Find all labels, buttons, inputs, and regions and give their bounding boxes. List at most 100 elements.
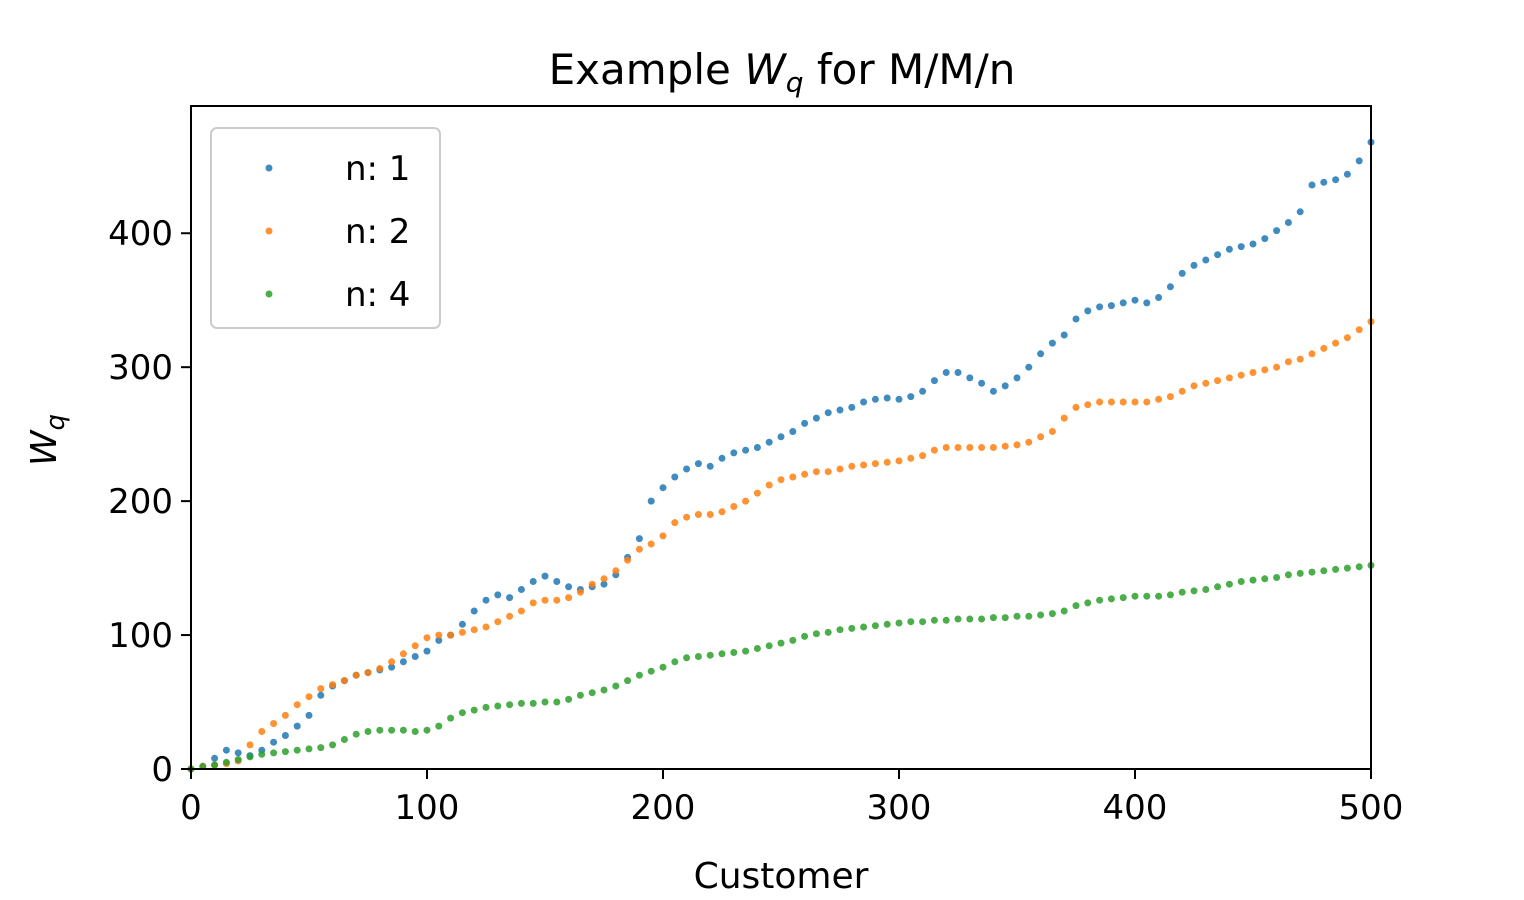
data-point (1072, 315, 1080, 323)
data-point (848, 403, 856, 411)
y-tick-label: 100 (108, 616, 173, 656)
data-point (1332, 176, 1340, 184)
data-point (836, 626, 844, 634)
data-point (801, 470, 809, 478)
ticks-layer: 0 100 200 300 400 500 0 100 200 300 400 (108, 214, 1403, 828)
data-point (1084, 307, 1092, 315)
data-point (458, 628, 466, 636)
data-point (942, 444, 950, 451)
data-point (1284, 358, 1292, 366)
data-point (612, 567, 620, 575)
data-point (234, 749, 242, 757)
data-point (989, 614, 997, 622)
data-point (376, 665, 384, 672)
data-point (1096, 303, 1104, 311)
data-point (624, 677, 632, 685)
data-point (388, 726, 396, 734)
data-point (399, 726, 407, 734)
data-point (541, 698, 549, 706)
data-point (553, 578, 561, 585)
data-point (494, 591, 502, 599)
data-point (1320, 344, 1328, 352)
data-point (222, 746, 230, 754)
data-point (801, 632, 809, 640)
data-point (1131, 296, 1139, 304)
data-point (647, 540, 655, 548)
data-point (989, 387, 997, 395)
data-point (458, 620, 466, 628)
data-point (919, 452, 927, 460)
legend-item-3: n: 4 (265, 275, 410, 315)
data-point (860, 398, 868, 406)
data-point (694, 460, 702, 468)
data-point (1001, 442, 1009, 450)
y-tick-label: 200 (108, 482, 173, 522)
data-point (1178, 588, 1186, 596)
data-point (1296, 208, 1304, 216)
data-point (305, 693, 313, 701)
x-tick-label: 0 (180, 788, 202, 828)
data-point (211, 754, 219, 762)
data-point (883, 458, 891, 466)
data-point (1060, 607, 1068, 615)
data-point (1155, 592, 1163, 600)
data-point (659, 663, 667, 671)
data-point (742, 647, 750, 655)
y-tick-label: 0 (151, 750, 173, 790)
data-point (683, 654, 691, 662)
data-point (1273, 227, 1281, 235)
data-point (1261, 366, 1269, 374)
data-point (1273, 363, 1281, 371)
data-point (1355, 326, 1363, 334)
x-tick-label: 500 (1339, 788, 1404, 828)
data-point (1072, 602, 1080, 610)
data-point (293, 701, 301, 709)
data-point (234, 756, 242, 764)
chart-title-suffix: for M/M/n (804, 45, 1016, 94)
data-point (883, 620, 891, 628)
x-axis-label: Customer (694, 856, 869, 897)
data-point (470, 706, 478, 714)
data-point (942, 616, 950, 624)
y-tick-label: 300 (108, 348, 173, 388)
data-point (883, 394, 891, 402)
data-point (730, 649, 738, 656)
data-point (954, 444, 962, 451)
data-point (482, 623, 490, 631)
data-point (706, 651, 714, 659)
data-point (871, 622, 879, 630)
data-point (1296, 569, 1304, 577)
data-point (517, 586, 525, 593)
data-point (824, 409, 832, 417)
data-point (1084, 599, 1092, 607)
data-point (895, 619, 903, 627)
legend-item-1: n: 1 (265, 149, 410, 189)
data-point (624, 556, 632, 564)
data-point (647, 667, 655, 675)
data-point (541, 572, 549, 580)
data-point (1107, 595, 1115, 603)
data-point (1320, 178, 1328, 186)
data-point (600, 686, 608, 694)
data-point (588, 580, 596, 588)
data-point (1013, 441, 1021, 449)
data-point (1155, 294, 1163, 301)
data-point (718, 650, 726, 658)
data-point (447, 714, 455, 722)
data-point (848, 462, 856, 470)
data-point (1131, 592, 1139, 600)
data-point (1166, 283, 1174, 291)
data-point (458, 709, 466, 717)
data-point (742, 446, 750, 454)
data-point (1143, 398, 1151, 406)
data-point (848, 624, 856, 632)
data-point (1320, 567, 1328, 575)
data-point (659, 484, 667, 492)
data-point (1060, 331, 1068, 339)
data-point (1143, 299, 1151, 307)
data-point (812, 468, 820, 476)
data-point (1190, 587, 1198, 595)
data-point (777, 433, 785, 441)
data-point (506, 594, 514, 602)
